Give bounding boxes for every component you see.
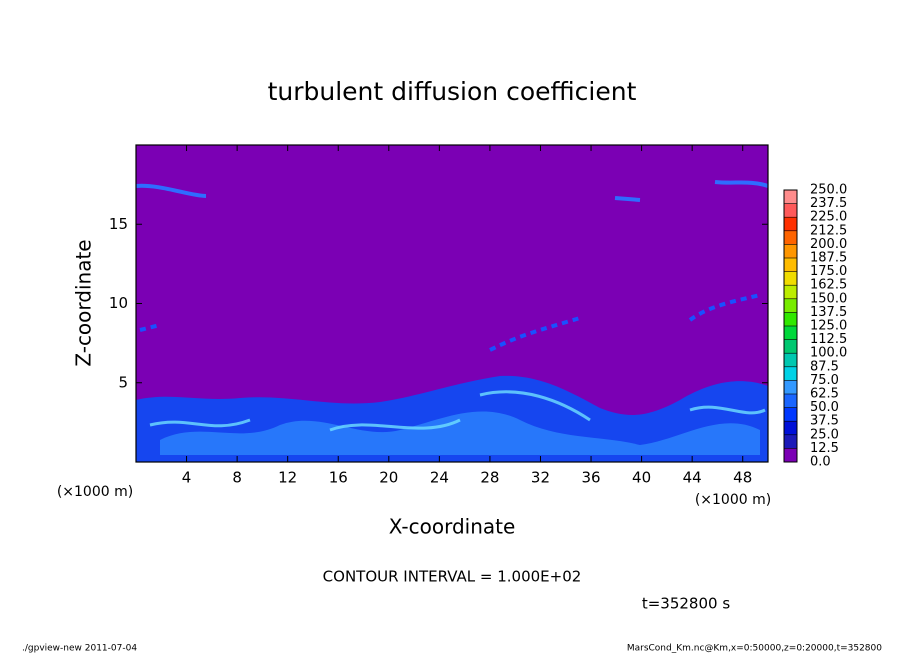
x-tick-label: 40 [632,469,651,487]
colorbar-segment [784,271,797,286]
x-tick-label: 4 [182,469,192,487]
colorbar-segment [784,326,797,340]
colorbar-label: 0.0 [810,455,831,470]
footer-left: ./gpview-new 2011-07-04 [22,644,137,654]
colorbar-label: 250.0 [810,183,847,198]
footer-right: MarsCond_Km.nc@Km,x=0:50000,z=0:20000,t=… [627,644,882,654]
colorbar-segment [784,353,797,367]
field-mid-blobs [139,293,761,352]
colorbar-segment [784,312,797,326]
colorbar-segment [784,244,797,258]
x-tick-label: 8 [232,469,242,487]
x-axis-label: X-coordinate [389,515,516,539]
colorbar-label: 162.5 [810,278,847,293]
colorbar-segment [784,366,797,381]
colorbar-label: 212.5 [810,223,847,238]
colorbar-label: 62.5 [810,387,839,402]
y-axis-label: Z-coordinate [72,239,96,366]
colorbar-segment [784,217,797,231]
colorbar-label: 187.5 [810,251,847,266]
time-note: t=352800 s [642,595,730,613]
colorbar-label: 175.0 [810,264,847,279]
colorbar-segment [784,190,797,204]
colorbar-label: 200.0 [810,237,847,252]
colorbar-segment [784,203,797,218]
colorbar-segment [784,407,797,422]
colorbar-label: 37.5 [810,414,839,429]
y-unit: (×1000 m) [57,484,133,500]
x-tick-label: 32 [531,469,550,487]
colorbar-segment [784,285,797,299]
x-tick-label: 24 [430,469,449,487]
colorbar-segment [784,448,797,462]
colorbar-segment [784,230,797,245]
field-streaks [160,411,760,455]
x-tick-label: 28 [480,469,499,487]
y-tick-label: 5 [118,373,128,391]
x-tick-label: 12 [278,469,297,487]
x-tick-label: 44 [683,469,702,487]
x-tick-label: 36 [581,469,600,487]
colorbar-label: 12.5 [810,441,839,456]
colorbar-label: 150.0 [810,291,847,306]
x-tick-label: 16 [329,469,348,487]
colorbar-label: 137.5 [810,305,847,320]
field-upper-blobs [135,180,769,202]
colorbar-label: 75.0 [810,373,839,388]
colorbar-label: 125.0 [810,319,847,334]
colorbar-label: 237.5 [810,196,847,211]
colorbar-label: 25.0 [810,427,839,442]
colorbar-segment [784,434,797,449]
colorbar-segment [784,339,797,354]
colorbar-label: 100.0 [810,346,847,361]
colorbar-segment [784,394,797,408]
colorbar-label: 50.0 [810,400,839,415]
chart-title: turbulent diffusion coefficient [268,77,637,106]
contour-interval: CONTOUR INTERVAL = 1.000E+02 [323,568,582,586]
field [135,144,769,463]
colorbar-segment [784,258,797,272]
colorbar-segment [784,298,797,313]
x-tick-label: 20 [379,469,398,487]
colorbar-label: 225.0 [810,210,847,225]
x-unit: (×1000 m) [695,492,771,508]
field-highlights [149,390,766,432]
colorbar-label: 112.5 [810,332,847,347]
colorbar-segment [784,380,797,394]
y-tick-label: 10 [109,294,128,312]
x-tick-label: 48 [733,469,752,487]
colorbar-segment [784,421,797,435]
colorbar-label: 87.5 [810,359,839,374]
y-tick-label: 15 [109,215,128,233]
